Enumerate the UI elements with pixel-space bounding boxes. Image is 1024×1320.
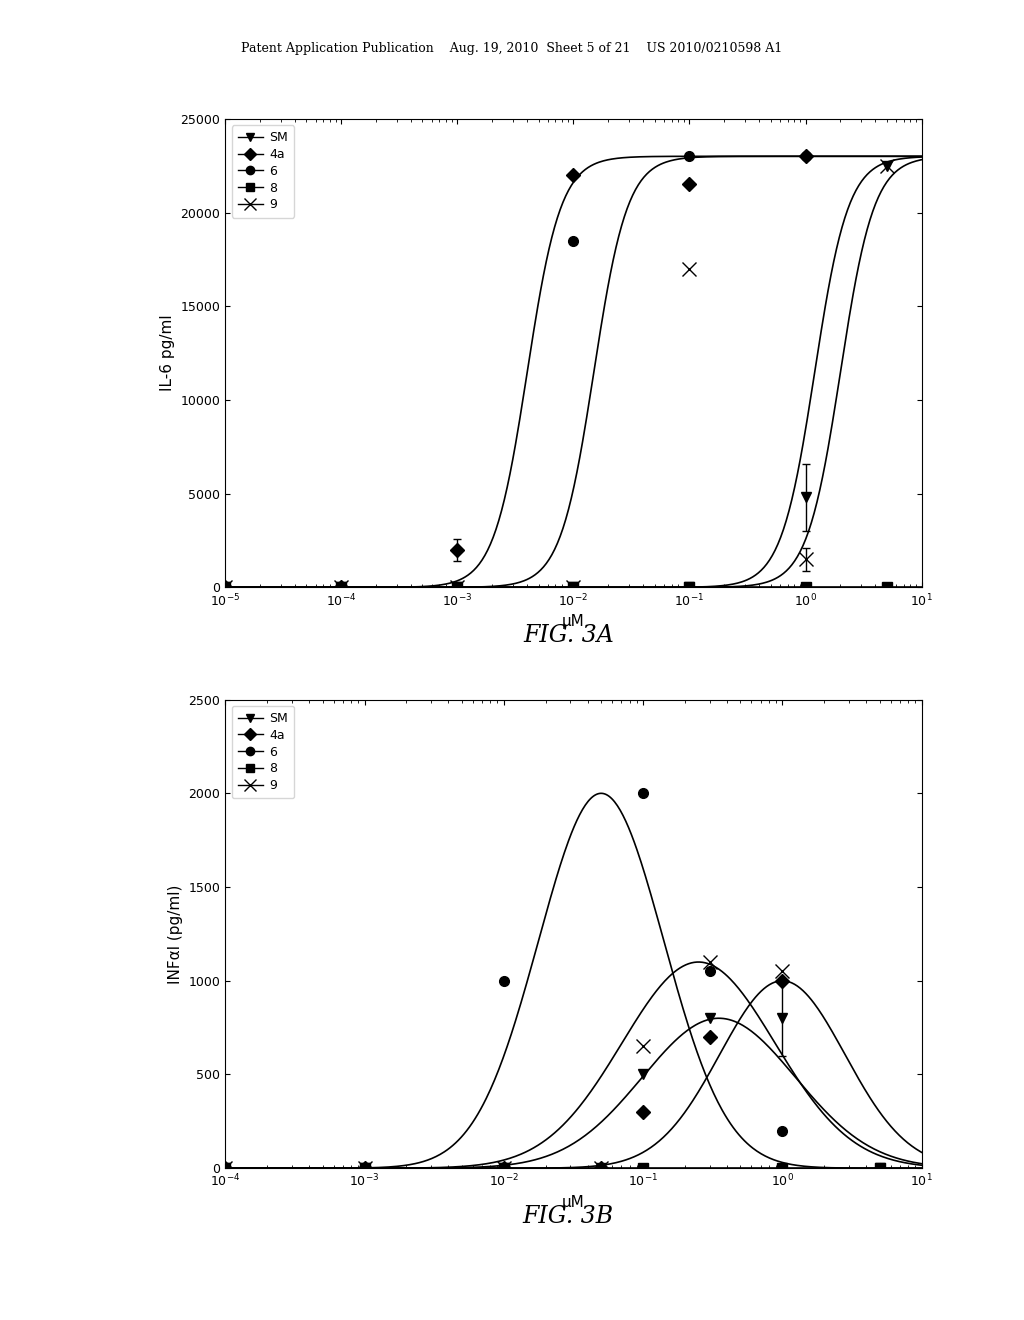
Y-axis label: INFαl (pg/ml): INFαl (pg/ml) (168, 884, 183, 983)
Text: FIG. 3A: FIG. 3A (523, 624, 613, 647)
Legend: SM, 4a, 6, 8, 9: SM, 4a, 6, 8, 9 (231, 706, 294, 799)
X-axis label: μM: μM (562, 614, 585, 630)
Legend: SM, 4a, 6, 8, 9: SM, 4a, 6, 8, 9 (231, 125, 294, 218)
Text: FIG. 3B: FIG. 3B (523, 1205, 613, 1228)
X-axis label: μM: μM (562, 1195, 585, 1210)
Y-axis label: IL-6 pg/ml: IL-6 pg/ml (160, 314, 175, 392)
Text: Patent Application Publication    Aug. 19, 2010  Sheet 5 of 21    US 2010/021059: Patent Application Publication Aug. 19, … (242, 42, 782, 55)
